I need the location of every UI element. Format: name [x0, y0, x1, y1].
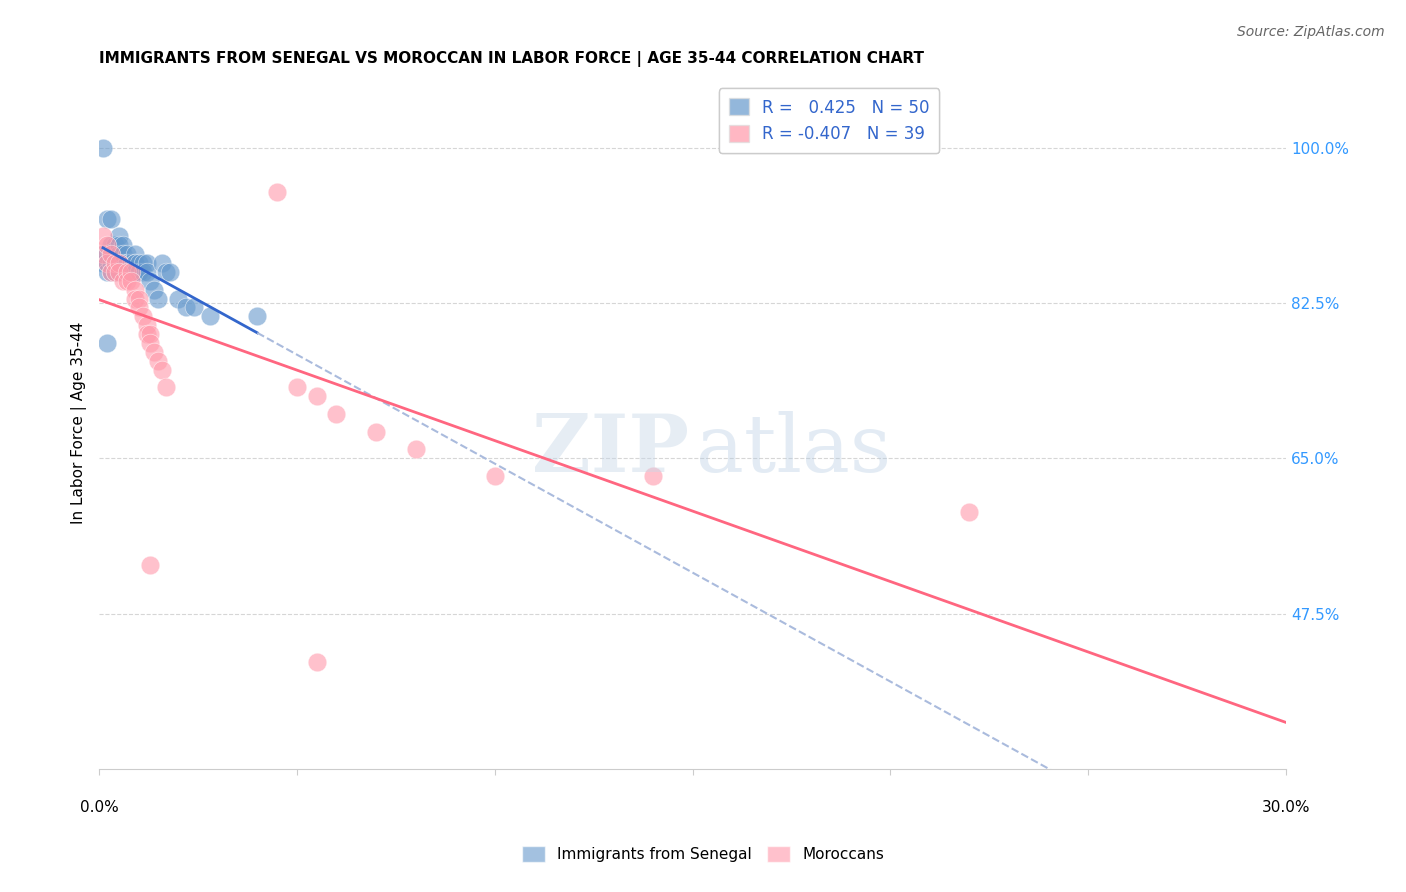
- Point: [96, 335, 118, 350]
- Text: 30.0%: 30.0%: [1261, 799, 1310, 814]
- Point: [124, 292, 146, 306]
- Point: [120, 265, 142, 279]
- Point: [111, 238, 134, 252]
- Point: [104, 265, 127, 279]
- Point: [120, 274, 142, 288]
- Point: [131, 265, 153, 279]
- Point: [100, 247, 122, 261]
- Point: [108, 265, 131, 279]
- Point: [128, 292, 150, 306]
- Point: [139, 558, 162, 572]
- Point: [124, 256, 146, 270]
- Text: atlas: atlas: [696, 411, 891, 490]
- Point: [135, 318, 157, 333]
- Point: [150, 362, 173, 376]
- Point: [131, 256, 153, 270]
- Point: [91, 256, 114, 270]
- Point: [124, 283, 146, 297]
- Point: [108, 256, 131, 270]
- Point: [143, 344, 166, 359]
- Text: Source: ZipAtlas.com: Source: ZipAtlas.com: [1237, 25, 1385, 39]
- Point: [484, 469, 506, 483]
- Point: [115, 274, 138, 288]
- Point: [108, 238, 131, 252]
- Point: [148, 292, 170, 306]
- Point: [139, 335, 162, 350]
- Point: [111, 274, 134, 288]
- Point: [91, 247, 114, 261]
- Point: [143, 283, 166, 297]
- Point: [325, 407, 347, 421]
- Point: [198, 310, 221, 324]
- Legend: R =   0.425   N = 50, R = -0.407   N = 39: R = 0.425 N = 50, R = -0.407 N = 39: [718, 88, 939, 153]
- Point: [155, 265, 177, 279]
- Point: [104, 265, 127, 279]
- Point: [139, 274, 162, 288]
- Point: [305, 656, 328, 670]
- Point: [111, 256, 134, 270]
- Point: [124, 265, 146, 279]
- Point: [91, 247, 114, 261]
- Point: [120, 265, 142, 279]
- Point: [159, 265, 181, 279]
- Point: [96, 256, 118, 270]
- Point: [139, 326, 162, 341]
- Point: [100, 211, 122, 226]
- Point: [135, 265, 157, 279]
- Point: [641, 469, 664, 483]
- Point: [96, 256, 118, 270]
- Point: [135, 256, 157, 270]
- Point: [174, 301, 197, 315]
- Point: [246, 310, 269, 324]
- Point: [131, 310, 153, 324]
- Point: [128, 301, 150, 315]
- Point: [124, 256, 146, 270]
- Point: [108, 247, 131, 261]
- Point: [155, 380, 177, 394]
- Point: [91, 140, 114, 154]
- Point: [115, 256, 138, 270]
- Point: [305, 389, 328, 403]
- Point: [115, 247, 138, 261]
- Point: [128, 256, 150, 270]
- Point: [128, 265, 150, 279]
- Point: [100, 265, 122, 279]
- Text: 0.0%: 0.0%: [80, 799, 118, 814]
- Point: [405, 442, 427, 457]
- Point: [96, 265, 118, 279]
- Text: IMMIGRANTS FROM SENEGAL VS MOROCCAN IN LABOR FORCE | AGE 35-44 CORRELATION CHART: IMMIGRANTS FROM SENEGAL VS MOROCCAN IN L…: [98, 51, 924, 67]
- Point: [108, 256, 131, 270]
- Point: [120, 256, 142, 270]
- Point: [120, 256, 142, 270]
- Point: [100, 265, 122, 279]
- Legend: Immigrants from Senegal, Moroccans: Immigrants from Senegal, Moroccans: [516, 840, 890, 868]
- Point: [100, 238, 122, 252]
- Point: [135, 326, 157, 341]
- Point: [150, 256, 173, 270]
- Point: [167, 292, 190, 306]
- Point: [285, 380, 308, 394]
- Point: [104, 238, 127, 252]
- Point: [91, 229, 114, 244]
- Point: [104, 256, 127, 270]
- Text: ZIP: ZIP: [531, 411, 689, 490]
- Point: [96, 211, 118, 226]
- Y-axis label: In Labor Force | Age 35-44: In Labor Force | Age 35-44: [72, 322, 87, 524]
- Point: [96, 247, 118, 261]
- Point: [148, 353, 170, 368]
- Point: [959, 504, 981, 518]
- Point: [266, 185, 288, 199]
- Point: [108, 229, 131, 244]
- Point: [183, 301, 205, 315]
- Point: [124, 247, 146, 261]
- Point: [96, 238, 118, 252]
- Point: [115, 265, 138, 279]
- Point: [128, 265, 150, 279]
- Point: [104, 256, 127, 270]
- Point: [100, 256, 122, 270]
- Point: [115, 256, 138, 270]
- Point: [111, 247, 134, 261]
- Point: [364, 425, 387, 439]
